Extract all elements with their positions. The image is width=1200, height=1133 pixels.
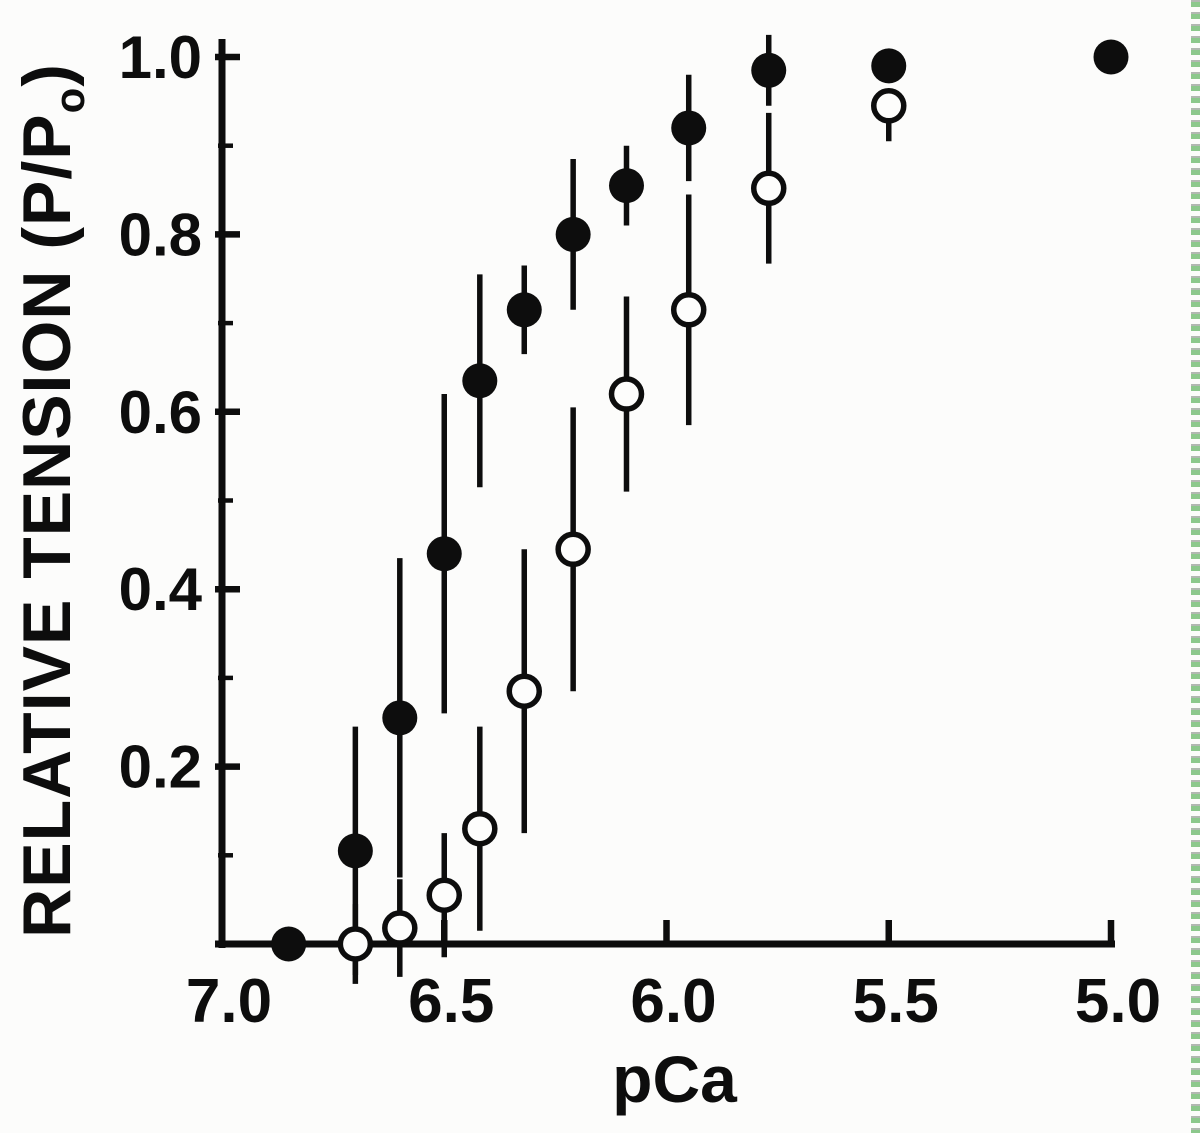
data-point-filled	[871, 48, 907, 84]
data-point-open	[382, 910, 418, 946]
data-point-open	[426, 877, 462, 913]
y-tick-label: 0.4	[119, 556, 203, 623]
data-point-filled	[671, 110, 707, 146]
data-point-filled	[382, 700, 418, 736]
data-point-filled	[608, 168, 644, 204]
y-tick-label: 0.2	[119, 734, 202, 801]
data-point-open	[555, 531, 591, 568]
data-point-filled	[506, 292, 542, 328]
x-tick-label: 6.0	[630, 967, 716, 1036]
data-point-filled	[337, 833, 373, 869]
data-point-open	[337, 926, 374, 962]
x-axis-title: pCa	[612, 1042, 738, 1116]
data-point-open	[670, 292, 707, 328]
data-point-open	[462, 810, 498, 847]
data-point-open	[608, 376, 645, 412]
scan-edge-artifact	[1191, 0, 1200, 1133]
data-point-open	[750, 170, 787, 207]
y-axis-title: RELATIVE TENSION (P/Po)	[9, 63, 93, 938]
data-point-filled	[555, 216, 591, 252]
data-point-open	[871, 88, 907, 124]
y-tick-label: 0.8	[119, 201, 202, 268]
data-point-filled	[462, 363, 498, 399]
x-tick-label: 6.5	[408, 967, 494, 1036]
data-point-filled	[1093, 39, 1129, 75]
data-point-filled	[271, 926, 307, 962]
data-point-open	[506, 673, 543, 709]
y-tick-label: 0.6	[119, 379, 202, 446]
data-point-filled	[426, 536, 462, 572]
x-tick-label: 7.0	[186, 967, 272, 1036]
data-point-filled	[751, 52, 787, 88]
x-tick-label: 5.5	[853, 967, 939, 1036]
y-tick-label: 1.0	[119, 24, 202, 91]
x-tick-label: 5.0	[1075, 967, 1161, 1036]
